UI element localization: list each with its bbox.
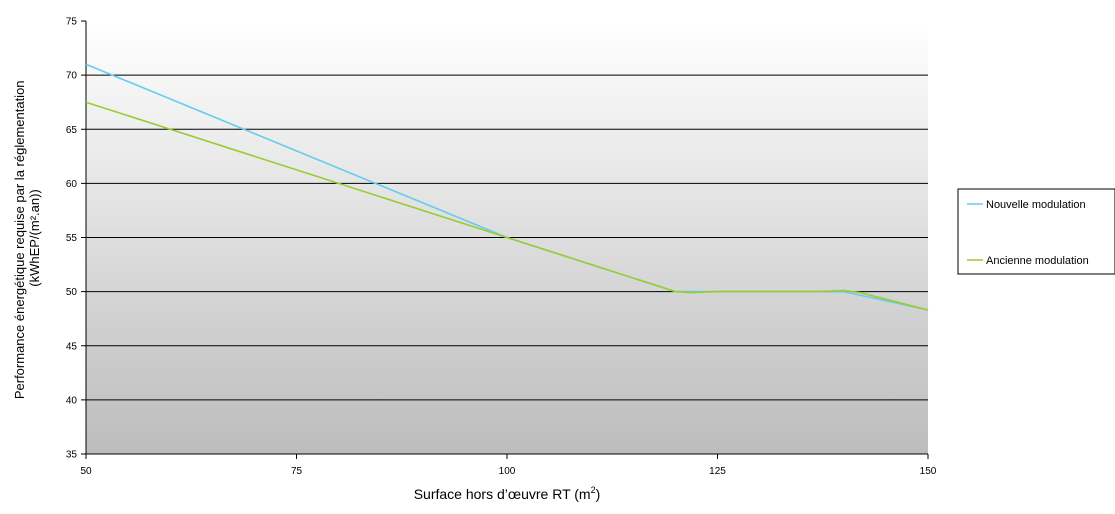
x-axis-title-superscript: 2 bbox=[591, 485, 596, 495]
y-tick-label: 35 bbox=[66, 450, 78, 461]
y-tick-label: 50 bbox=[66, 287, 78, 298]
y-tick-label: 40 bbox=[66, 395, 78, 406]
y-tick-label: 60 bbox=[66, 179, 78, 190]
x-tick-label: 75 bbox=[291, 466, 303, 477]
y-axis-title: Performance énergétique requise par la r… bbox=[12, 77, 42, 399]
gridlines bbox=[86, 74, 928, 401]
x-tick-label: 125 bbox=[709, 466, 726, 477]
x-axis-title-suffix: ) bbox=[596, 486, 601, 502]
x-tick-label: 100 bbox=[499, 466, 516, 477]
x-tick-label: 50 bbox=[80, 466, 92, 477]
x-tick-label: 150 bbox=[920, 466, 937, 477]
y-tick-label: 45 bbox=[66, 341, 78, 352]
series-layer bbox=[85, 63, 929, 311]
legend-box bbox=[957, 188, 1115, 275]
x-axis-title-text: Surface hors d’œuvre RT (m bbox=[414, 486, 591, 502]
y-axis-title-line2: (kWhEP/(m².an)) bbox=[27, 189, 42, 287]
x-axis: 50 75 100 125 150 bbox=[80, 453, 937, 477]
y-tick-label: 65 bbox=[66, 125, 78, 136]
y-tick-label: 70 bbox=[66, 71, 78, 82]
y-tick-label: 75 bbox=[66, 17, 78, 28]
y-axis: 35 40 45 50 55 60 65 70 75 bbox=[66, 17, 87, 461]
legend: Nouvelle modulation Ancienne modulation bbox=[957, 188, 1115, 275]
x-axis-title: Surface hors d’œuvre RT (m2) bbox=[414, 485, 601, 502]
series-line-ancienne-modulation bbox=[85, 101, 929, 311]
legend-label-ancienne: Ancienne modulation bbox=[986, 255, 1089, 267]
legend-label-nouvelle: Nouvelle modulation bbox=[986, 199, 1086, 211]
y-axis-title-line1: Performance énergétique requise par la r… bbox=[12, 80, 27, 399]
y-tick-label: 55 bbox=[66, 233, 78, 244]
